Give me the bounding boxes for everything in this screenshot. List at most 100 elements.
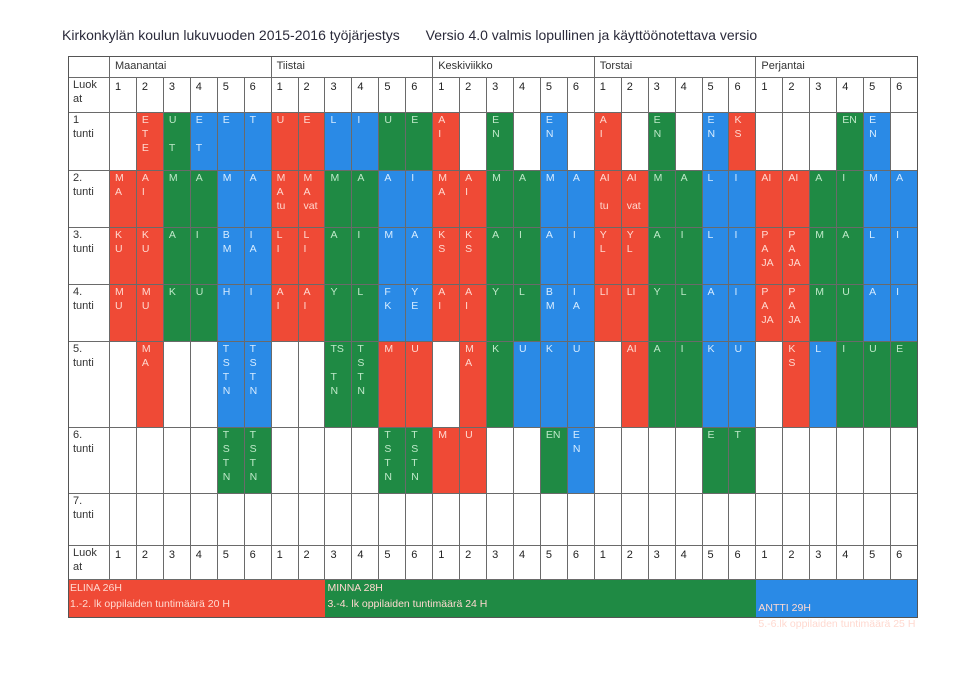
lesson-cell: M	[163, 171, 191, 228]
class-number: 6	[567, 78, 595, 113]
cell-text: 5	[545, 81, 553, 93]
lesson-cell	[864, 494, 892, 546]
class-number: 6	[567, 546, 595, 580]
lesson-cell: A	[648, 342, 676, 428]
cell-text: I	[465, 186, 469, 198]
cell-text: tunti	[73, 509, 94, 521]
lesson-cell	[271, 428, 299, 494]
cell-text: B	[545, 286, 553, 298]
cell-text: I	[357, 114, 361, 126]
day-header: Tiistai	[271, 56, 434, 78]
cell-text: N	[249, 385, 258, 397]
cell-text: U	[276, 114, 285, 126]
cell-text: E	[869, 114, 877, 126]
cell-text: L	[680, 286, 687, 298]
cell-text: AI	[626, 172, 637, 184]
lesson-cell	[163, 494, 191, 546]
lesson-cell: L	[352, 285, 380, 342]
class-number: 2	[460, 78, 488, 113]
cell-text: tunti	[73, 300, 94, 312]
cell-text: 2	[788, 81, 795, 93]
cell-text: 5	[222, 81, 229, 93]
schedule-grid: Maanantai Tiistai Keskiviikko Torstai Perjan…	[68, 56, 918, 630]
cell-text: T	[222, 343, 230, 355]
period-label: 7. tunti	[68, 494, 110, 546]
cell-text: Torstai	[599, 60, 633, 72]
class-number: 4	[514, 546, 541, 580]
cell-text: B	[222, 229, 230, 241]
cell-text: A	[276, 186, 284, 198]
cell-text: I	[357, 229, 361, 241]
class-number: 3	[487, 78, 514, 113]
cell-text: M	[222, 243, 232, 255]
cell-text: E	[141, 142, 149, 154]
lesson-cell: P A JA	[756, 285, 784, 342]
cell-text: Y	[626, 229, 634, 241]
lesson-cell: L	[702, 171, 730, 228]
cell-text: I	[276, 300, 280, 312]
lesson-cell	[406, 494, 434, 546]
lesson-cell	[163, 428, 191, 494]
cell-text: 3	[168, 81, 175, 93]
lesson-cell	[621, 494, 649, 546]
class-number: 1	[110, 78, 137, 113]
lesson-cell: EN	[837, 113, 865, 171]
cell-text: tunti	[73, 186, 94, 198]
cell-text: U	[572, 343, 581, 355]
cell-text: L	[707, 172, 714, 184]
legend-green: MINNA 28H 3.-4. lk oppilaiden tuntimäärä …	[325, 580, 757, 618]
lesson-cell: A	[514, 171, 541, 228]
lesson-cell: E	[217, 113, 245, 171]
lesson-cell: A	[325, 228, 353, 285]
lesson-cell: M	[810, 228, 838, 285]
class-number: 1	[271, 78, 299, 113]
lesson-cell: U	[567, 342, 595, 428]
cell-text: N	[707, 128, 716, 140]
lesson-cell: M	[433, 428, 461, 494]
lesson-cell: M	[648, 171, 676, 228]
cell-text: 1	[115, 549, 122, 561]
lesson-cell: K	[540, 342, 568, 428]
lesson-cell: A	[675, 171, 703, 228]
cell-text: A	[465, 172, 473, 184]
lesson-cell	[190, 342, 218, 428]
class-number: 2	[136, 78, 164, 113]
lesson-cell: U	[271, 113, 299, 171]
lesson-cell	[756, 113, 784, 171]
lesson-cell	[702, 494, 730, 546]
lesson-cell: I	[729, 171, 757, 228]
class-number: 2	[783, 78, 811, 113]
cell-text: I	[465, 300, 469, 312]
cell-text: JA	[761, 257, 774, 269]
cell-text: M	[492, 172, 501, 184]
class-number: 5	[379, 78, 407, 113]
lesson-cell	[244, 494, 272, 546]
cell-text: A	[761, 243, 769, 255]
lesson-cell: I	[837, 342, 865, 428]
cell-text: 6	[249, 549, 256, 561]
class-number: 3	[648, 78, 676, 113]
page-title: Kirkonkylän koulun lukuvuoden 2015-2016 …	[62, 27, 779, 43]
cell-text: 1	[761, 549, 768, 561]
cell-text: A	[303, 186, 311, 198]
cell-text: E	[545, 114, 553, 126]
cell-text: 1	[761, 81, 768, 93]
lesson-cell: I	[891, 228, 918, 285]
cell-text: 4	[680, 549, 687, 561]
class-number: 6	[406, 78, 434, 113]
cell-text: 7.	[73, 495, 83, 507]
cell-text: P	[788, 229, 796, 241]
cell-text: K	[465, 229, 473, 241]
class-number: 4	[352, 546, 380, 580]
class-number: 1	[110, 546, 137, 580]
cell-text: JA	[788, 314, 801, 326]
period-label: 4. tunti	[68, 285, 110, 342]
cell-text: 4	[842, 81, 849, 93]
lesson-cell: T	[729, 428, 757, 494]
